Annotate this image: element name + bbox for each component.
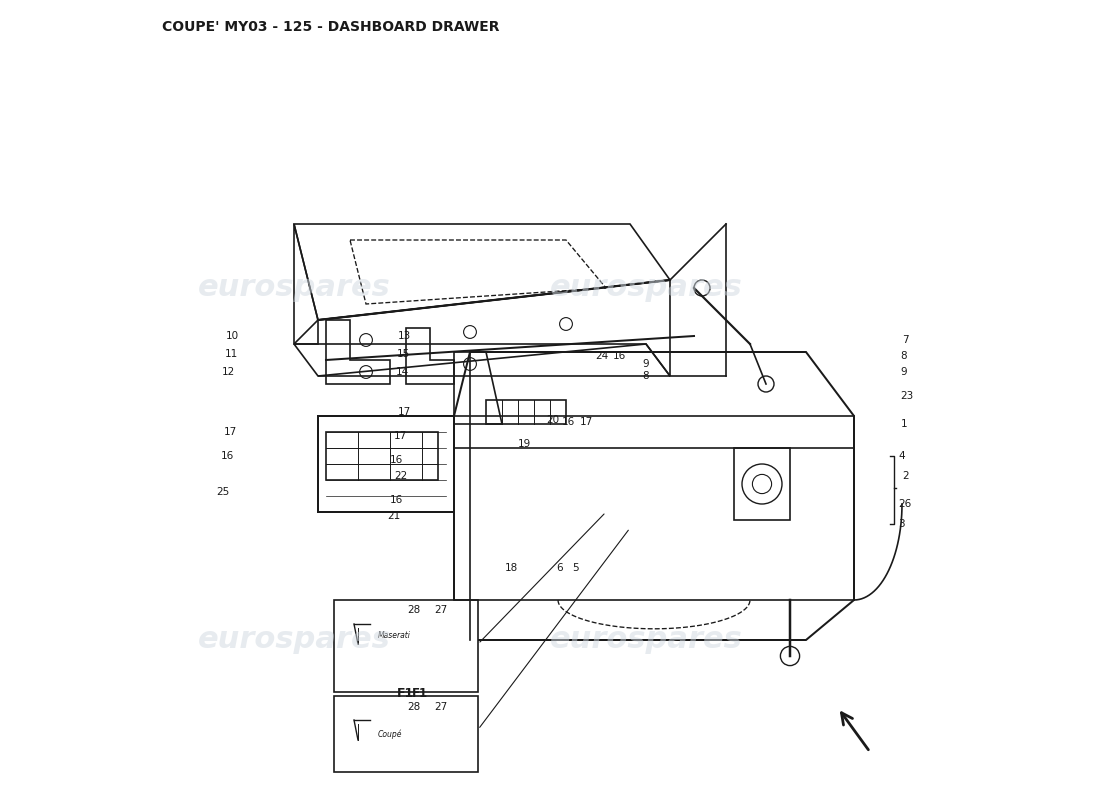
Text: 13: 13 xyxy=(398,331,411,341)
Text: F1: F1 xyxy=(412,687,429,700)
Text: Coupé: Coupé xyxy=(378,730,403,739)
Text: eurospares: eurospares xyxy=(550,626,742,654)
Text: 17: 17 xyxy=(580,418,593,427)
Text: eurospares: eurospares xyxy=(550,274,742,302)
Text: 26: 26 xyxy=(898,499,911,509)
Text: 16: 16 xyxy=(220,451,233,461)
Text: 25: 25 xyxy=(217,487,230,497)
Text: 16: 16 xyxy=(562,418,575,427)
Text: 16: 16 xyxy=(390,495,404,505)
FancyBboxPatch shape xyxy=(334,696,478,772)
Text: 7: 7 xyxy=(902,335,909,345)
Text: eurospares: eurospares xyxy=(198,626,390,654)
Text: 9: 9 xyxy=(642,359,649,369)
Text: 23: 23 xyxy=(901,391,914,401)
Text: 1: 1 xyxy=(901,419,908,429)
Text: 16: 16 xyxy=(390,455,404,465)
Text: 21: 21 xyxy=(387,511,400,521)
Text: eurospares: eurospares xyxy=(198,274,390,302)
Text: 3: 3 xyxy=(898,519,904,529)
Text: 28: 28 xyxy=(407,605,420,614)
Text: 8: 8 xyxy=(642,371,649,381)
Text: 4: 4 xyxy=(898,451,904,461)
Text: Maserati: Maserati xyxy=(378,631,411,641)
Text: COUPE' MY03 - 125 - DASHBOARD DRAWER: COUPE' MY03 - 125 - DASHBOARD DRAWER xyxy=(162,20,499,34)
Text: 24: 24 xyxy=(595,351,609,361)
Text: 20: 20 xyxy=(546,415,559,425)
Text: 11: 11 xyxy=(224,349,238,358)
Text: 17: 17 xyxy=(394,431,407,441)
Text: 8: 8 xyxy=(901,351,908,361)
Text: 14: 14 xyxy=(396,367,409,377)
Text: 28: 28 xyxy=(407,702,420,712)
Text: 5: 5 xyxy=(572,563,579,573)
Text: 9: 9 xyxy=(901,367,908,377)
Text: F1: F1 xyxy=(397,687,415,700)
Text: 18: 18 xyxy=(505,563,518,573)
Text: 15: 15 xyxy=(396,349,409,358)
Text: 6: 6 xyxy=(557,563,563,573)
Text: 27: 27 xyxy=(433,605,447,614)
Text: 2: 2 xyxy=(902,471,909,481)
Text: 17: 17 xyxy=(398,407,411,417)
Text: 22: 22 xyxy=(394,471,407,481)
Text: 10: 10 xyxy=(226,331,239,341)
Text: 17: 17 xyxy=(223,427,236,437)
Text: 19: 19 xyxy=(518,439,531,449)
Text: 12: 12 xyxy=(222,367,235,377)
FancyBboxPatch shape xyxy=(334,600,478,692)
Text: 27: 27 xyxy=(433,702,447,712)
Text: 16: 16 xyxy=(613,351,626,361)
